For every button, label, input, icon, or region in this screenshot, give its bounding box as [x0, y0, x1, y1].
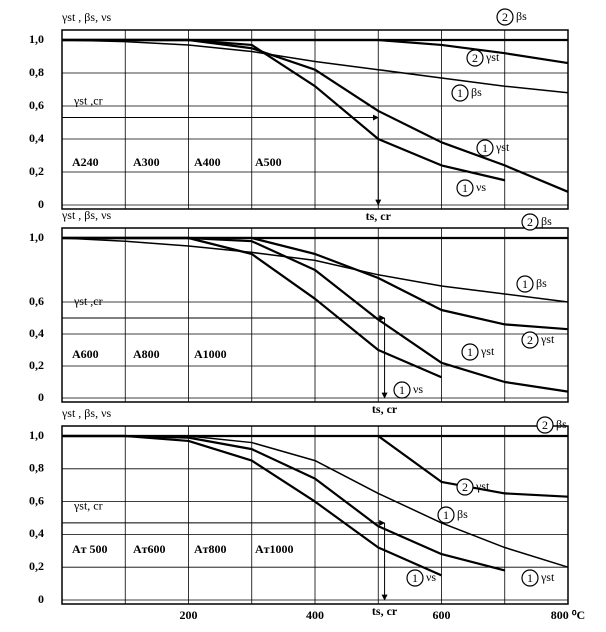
series-name: βs	[536, 276, 547, 290]
series-name: νs	[426, 570, 436, 584]
series-name: βs	[541, 214, 552, 228]
grade-label: A240	[72, 155, 99, 169]
series-marker	[406, 569, 424, 587]
series-name: βs	[471, 85, 482, 99]
critical-temp-label: ts, cr	[366, 209, 392, 223]
y-axis-label: γst , βs, νs	[61, 10, 112, 24]
series-number: 1	[412, 571, 418, 585]
series-line	[62, 38, 506, 182]
y-tick-label: 1,0	[29, 230, 44, 244]
grade-label: A1000	[194, 347, 227, 361]
series-number: 1	[527, 571, 533, 585]
series-number: 1	[467, 345, 473, 359]
series-marker	[521, 569, 539, 587]
critical-level-label: γst ,cr	[73, 294, 103, 308]
critical-level-label: γst, cr	[73, 499, 103, 513]
y-tick-label: 0,6	[29, 98, 44, 112]
y-tick-label: 0	[38, 197, 44, 211]
series-name: γst	[495, 140, 510, 154]
series-marker	[516, 275, 534, 293]
x-tick-label: 800 ⁰C	[551, 608, 585, 622]
series-number: 2	[462, 480, 468, 494]
critical-temp-label: ts, cr	[372, 402, 398, 416]
series-number: 2	[527, 215, 533, 229]
y-tick-label: 0	[38, 592, 44, 606]
series-number: 2	[502, 10, 508, 24]
series-marker	[461, 343, 479, 361]
series-line	[61, 39, 569, 94]
series-number: 2	[542, 418, 548, 432]
y-tick-label: 1,0	[29, 428, 44, 442]
x-tick-label: 200	[180, 608, 198, 622]
series-name: γst	[485, 50, 500, 64]
series-number: 1	[443, 508, 449, 522]
series-marker	[536, 416, 554, 434]
y-tick-label: 0,4	[29, 326, 44, 340]
y-tick-label: 0,2	[29, 358, 44, 372]
series-marker	[466, 49, 484, 67]
y-tick-label: 0,2	[29, 164, 44, 178]
grade-label: Aт800	[194, 542, 227, 556]
series-number: 1	[522, 277, 528, 291]
series-line	[62, 434, 442, 577]
series-marker	[456, 179, 474, 197]
grade-label: A500	[255, 155, 282, 169]
grade-label: A400	[194, 155, 221, 169]
grade-label: Aт1000	[255, 542, 294, 556]
critical-temp-label: ts, cr	[372, 604, 398, 618]
series-marker	[437, 506, 455, 524]
series-marker	[456, 478, 474, 496]
series-number: 2	[527, 333, 533, 347]
series-number: 1	[457, 86, 463, 100]
series-marker	[521, 213, 539, 231]
y-tick-label: 0	[38, 390, 44, 404]
series-name: γst	[540, 332, 555, 346]
grade-label: Aт 500	[72, 542, 108, 556]
critical-level-label: γst ,cr	[73, 93, 103, 107]
y-axis-label: γst , βs, νs	[61, 406, 112, 420]
series-marker	[393, 381, 411, 399]
y-axis-label: γst , βs, νs	[61, 208, 112, 222]
grade-label: A300	[133, 155, 160, 169]
series-marker	[476, 139, 494, 157]
series-name: γst	[475, 479, 490, 493]
y-tick-label: 0,6	[29, 294, 44, 308]
series-number: 1	[399, 383, 405, 397]
series-line	[61, 237, 569, 303]
series-name: γst	[480, 344, 495, 358]
series-marker	[521, 331, 539, 349]
series-number: 1	[462, 181, 468, 195]
y-tick-label: 0,8	[29, 65, 44, 79]
y-tick-label: 0,8	[29, 461, 44, 475]
grade-label: A600	[72, 347, 99, 361]
series-marker	[451, 84, 469, 102]
x-tick-label: 400	[306, 608, 324, 622]
series-name: γst	[540, 570, 555, 584]
series-name: βs	[516, 9, 527, 23]
series-name: νs	[413, 382, 423, 396]
series-marker	[496, 8, 514, 26]
y-tick-label: 1,0	[29, 32, 44, 46]
series-name: νs	[476, 180, 486, 194]
x-tick-label: 600	[433, 608, 451, 622]
y-tick-label: 0,2	[29, 559, 44, 573]
series-number: 1	[482, 141, 488, 155]
grade-label: A800	[133, 347, 160, 361]
y-tick-label: 0,6	[29, 493, 44, 507]
series-name: βs	[457, 507, 468, 521]
series-line	[62, 236, 442, 379]
grade-label: Aт600	[133, 542, 166, 556]
series-number: 2	[472, 51, 478, 65]
y-tick-label: 0,4	[29, 526, 44, 540]
y-tick-label: 0,4	[29, 131, 44, 145]
series-name: βs	[556, 417, 567, 431]
